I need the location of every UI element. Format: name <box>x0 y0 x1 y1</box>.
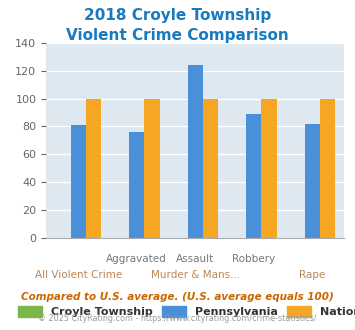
Bar <box>188 65 203 238</box>
Legend: Croyle Township, Pennsylvania, National: Croyle Township, Pennsylvania, National <box>13 302 355 322</box>
Bar <box>305 123 320 238</box>
Text: Robbery: Robbery <box>232 254 275 264</box>
Text: Rape: Rape <box>299 270 325 280</box>
Bar <box>144 99 160 238</box>
Bar <box>129 132 144 238</box>
Bar <box>261 99 277 238</box>
Text: © 2025 CityRating.com - https://www.cityrating.com/crime-statistics/: © 2025 CityRating.com - https://www.city… <box>38 314 317 323</box>
Text: 2018 Croyle Township: 2018 Croyle Township <box>84 8 271 23</box>
Bar <box>86 99 101 238</box>
Bar <box>203 99 218 238</box>
Text: Compared to U.S. average. (U.S. average equals 100): Compared to U.S. average. (U.S. average … <box>21 292 334 302</box>
Text: Murder & Mans...: Murder & Mans... <box>151 270 240 280</box>
Bar <box>246 114 261 238</box>
Text: Violent Crime Comparison: Violent Crime Comparison <box>66 28 289 43</box>
Bar <box>320 99 335 238</box>
Text: All Violent Crime: All Violent Crime <box>35 270 122 280</box>
Text: Aggravated: Aggravated <box>106 254 167 264</box>
Text: Assault: Assault <box>176 254 214 264</box>
Bar <box>71 125 86 238</box>
